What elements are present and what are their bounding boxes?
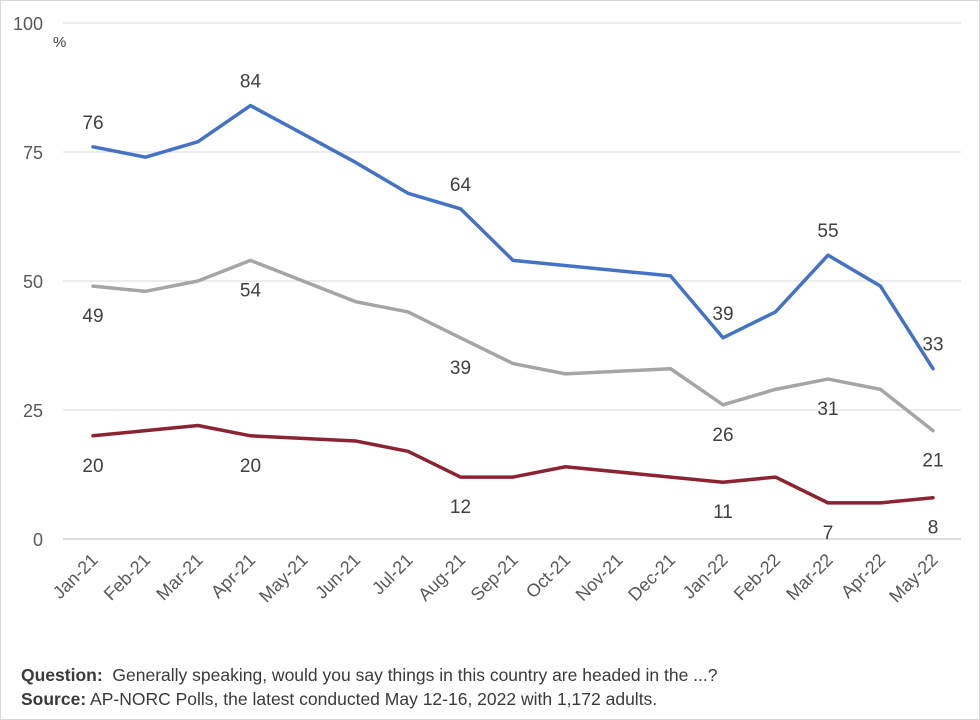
x-tick-label: Mar-21 <box>152 550 206 604</box>
x-tick-label: May-21 <box>255 550 312 607</box>
gridlines <box>63 22 961 540</box>
x-tick-label: Apr-22 <box>837 550 889 602</box>
source-text: AP-NORC Polls, the latest conducted May … <box>86 689 658 709</box>
x-tick-label: May-22 <box>885 550 942 607</box>
x-tick-label: Apr-21 <box>207 550 259 602</box>
x-tick-label: Feb-21 <box>100 550 154 604</box>
data-label: 39 <box>450 358 471 379</box>
data-label: 21 <box>922 451 943 472</box>
data-labels: 76 84 64 39 55 33 49 54 39 26 31 21 20 20 12 11 7 8 <box>82 72 943 544</box>
series-line-3 <box>91 423 935 505</box>
y-axis: 0 25 50 75 100 <box>13 14 43 550</box>
data-label: 76 <box>82 113 103 134</box>
series-line-2 <box>91 258 935 433</box>
x-tick-label: Oct-21 <box>522 550 574 602</box>
y-tick-label: 25 <box>23 401 43 421</box>
question-key: Question: <box>21 665 103 685</box>
data-label: 20 <box>240 456 261 477</box>
x-tick-label: Sep-21 <box>467 550 522 605</box>
x-tick-label: Aug-21 <box>414 550 469 605</box>
y-tick-label: 0 <box>33 530 43 550</box>
question-text: Generally speaking, would you say things… <box>102 665 718 685</box>
x-tick-label: Dec-21 <box>624 550 679 605</box>
data-label: 33 <box>922 335 943 356</box>
question-line: Question: Generally speaking, would you … <box>21 663 961 687</box>
data-label: 12 <box>450 497 471 518</box>
series-line-1 <box>91 103 935 371</box>
data-label: 55 <box>817 221 838 242</box>
data-label: 84 <box>240 72 262 93</box>
data-label: 8 <box>928 518 939 539</box>
data-label: 39 <box>712 304 733 325</box>
data-label: 7 <box>823 523 834 544</box>
data-label: 26 <box>712 425 733 446</box>
data-label: 20 <box>82 456 103 477</box>
source-key: Source: <box>21 689 87 709</box>
x-tick-label: Feb-22 <box>730 550 784 604</box>
data-label: 11 <box>713 502 733 523</box>
data-label: 54 <box>240 280 262 301</box>
x-tick-label: Jun-21 <box>311 550 364 603</box>
data-label: 64 <box>450 175 472 196</box>
source-line: Source: AP-NORC Polls, the latest conduc… <box>21 687 961 711</box>
x-tick-label: Jan-22 <box>679 550 732 603</box>
x-tick-label: Nov-21 <box>572 550 627 605</box>
data-label: 49 <box>82 306 103 327</box>
y-tick-label: 50 <box>23 272 43 292</box>
data-label: 31 <box>817 399 838 420</box>
y-tick-label: 100 <box>13 14 43 34</box>
x-tick-label: Mar-22 <box>782 550 836 604</box>
y-tick-label: 75 <box>23 143 43 163</box>
x-tick-label: Jan-21 <box>49 550 102 603</box>
y-unit-label: % <box>53 34 66 51</box>
x-tick-label: Jul-21 <box>368 550 417 599</box>
series-lines <box>91 103 935 505</box>
chart-footer: Question: Generally speaking, would you … <box>21 663 961 711</box>
